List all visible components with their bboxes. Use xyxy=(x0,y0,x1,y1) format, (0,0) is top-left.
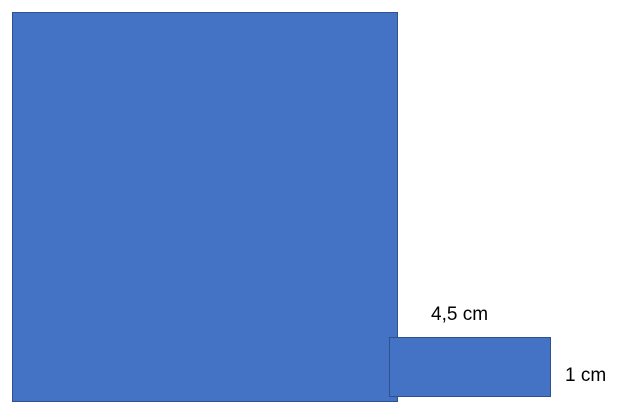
width-label: 4,5 cm xyxy=(431,304,489,325)
large-square xyxy=(12,12,398,402)
small-rectangle xyxy=(389,337,551,397)
height-label: 1 cm xyxy=(565,365,607,386)
